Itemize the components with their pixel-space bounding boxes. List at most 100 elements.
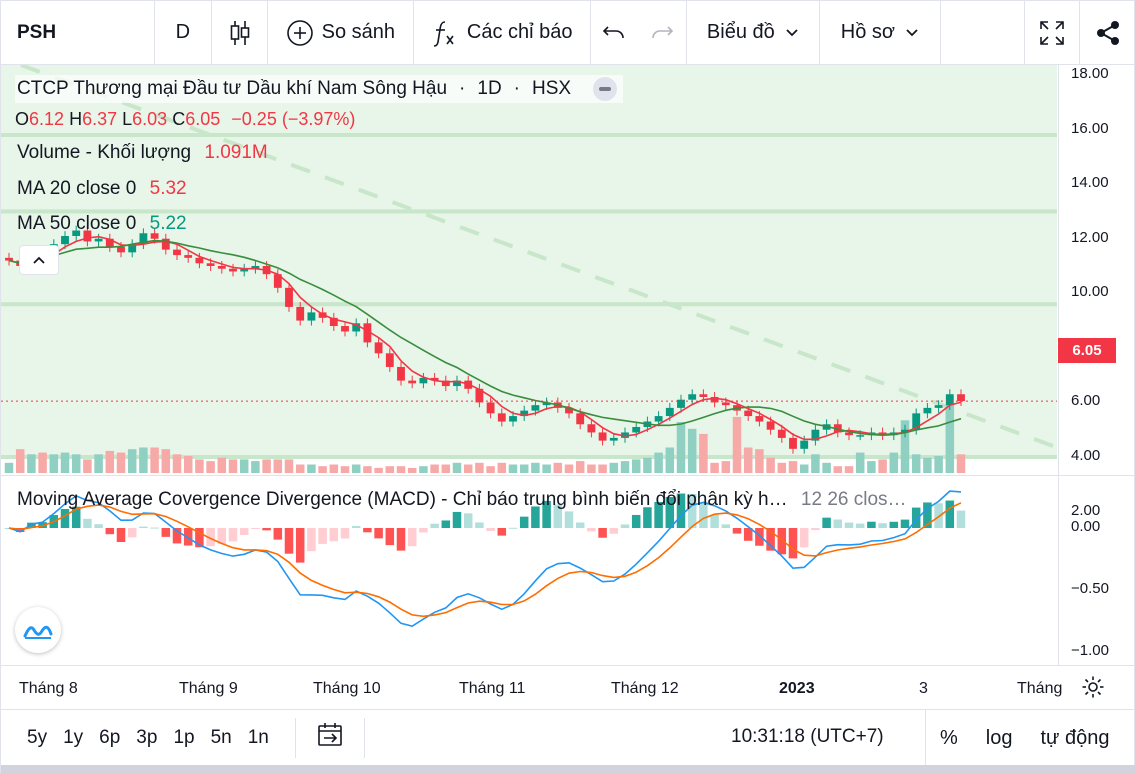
macd-histogram-bar	[587, 528, 596, 532]
candle-body	[542, 402, 551, 406]
volume-bar	[15, 449, 25, 473]
macd-histogram-bar	[755, 528, 764, 546]
chart-plot-area[interactable]	[1, 65, 1057, 665]
goto-date-button[interactable]	[302, 721, 358, 754]
volume-value: 1.091M	[204, 142, 268, 163]
range-6m-button[interactable]: 6p	[99, 726, 121, 748]
volume-bar	[139, 447, 148, 473]
interval-button[interactable]: D	[155, 0, 213, 65]
indicators-button[interactable]: Các chỉ báo	[414, 0, 591, 65]
volume-bar	[822, 462, 831, 473]
volume-bar	[519, 464, 529, 473]
candle-body	[565, 407, 573, 414]
undo-icon[interactable]	[602, 23, 626, 43]
ma20-legend[interactable]: MA 20 close 0 5.32	[17, 178, 187, 200]
candle-body	[217, 266, 226, 269]
ma20-label: MA 20 close 0	[17, 178, 137, 199]
share-button[interactable]	[1080, 1, 1135, 65]
candle-body	[811, 429, 820, 441]
macd-histogram-bar	[564, 511, 574, 528]
volume-bar	[284, 459, 294, 473]
candle-body	[72, 230, 81, 236]
percent-scale-button[interactable]: %	[940, 726, 958, 749]
candle-body	[744, 410, 753, 417]
macd-histogram-bar	[475, 522, 484, 528]
range-5y-button[interactable]: 5y	[27, 726, 48, 748]
range-5d-button[interactable]: 5n	[210, 726, 232, 748]
macd-histogram-bar	[318, 528, 327, 544]
candle-body	[61, 235, 69, 245]
auto-scale-button[interactable]: tự động	[1040, 726, 1110, 749]
candle-body	[385, 353, 394, 367]
volume-bar	[732, 416, 742, 473]
candle-body	[945, 394, 954, 406]
volume-bar	[94, 454, 103, 473]
volume-bar	[609, 462, 619, 473]
candles-style-button[interactable]	[212, 0, 269, 65]
volume-bar	[385, 466, 395, 473]
time-tick: Tháng 12	[611, 680, 679, 697]
redo-icon[interactable]	[650, 23, 674, 43]
macd-histogram-bar	[486, 528, 495, 531]
volume-bar	[295, 464, 305, 473]
fullscreen-button[interactable]	[1024, 0, 1081, 65]
range-1y-button[interactable]: 1y	[63, 726, 84, 748]
range-buttons: 5y 1y 6p 3p 1p 5n 1n	[1, 727, 277, 749]
candle-body	[285, 287, 293, 307]
volume-bar	[855, 452, 865, 473]
macd-params: 12 26 clos…	[800, 489, 907, 510]
pane-divider[interactable]	[1, 475, 1135, 476]
profile-menu-button[interactable]: Hồ sơ	[820, 0, 941, 65]
volume-bar	[766, 457, 775, 473]
macd-legend[interactable]: Moving Average Covergence Divergence (MA…	[17, 489, 907, 511]
volume-bar	[867, 461, 876, 473]
time-axis[interactable]: Tháng 8 Tháng 9 Tháng 10 Tháng 11 Tháng 12 20…	[1, 665, 1135, 709]
function-icon	[433, 20, 454, 47]
volume-bar	[217, 457, 227, 473]
time-tick: 3	[919, 680, 928, 697]
price-tick: 18.00	[1071, 65, 1109, 82]
volume-legend[interactable]: Volume - Khối lượng 1.091M	[17, 142, 268, 164]
clock-timezone-button[interactable]: 10:31:18 (UTC+7)	[731, 726, 884, 747]
macd-histogram-bar	[206, 528, 215, 547]
chart-menu-label: Biểu đồ	[706, 21, 775, 43]
horizontal-level	[1, 455, 1057, 459]
macd-histogram-bar	[553, 504, 563, 528]
macd-histogram-bar	[878, 523, 887, 528]
price-tick: 12.00	[1071, 228, 1109, 246]
ma50-legend[interactable]: MA 50 close 0 5.22	[17, 213, 187, 235]
macd-histogram-bar	[195, 528, 204, 548]
chart-menu-button[interactable]: Biểu đồ	[687, 0, 821, 65]
range-1m-button[interactable]: 1p	[173, 726, 195, 748]
compare-button[interactable]: So sánh	[268, 0, 414, 65]
volume-bar	[508, 464, 518, 473]
macd-histogram-bar	[407, 528, 417, 547]
candle-body	[845, 432, 853, 436]
symbol-search-button[interactable]: PSH	[1, 0, 155, 65]
macd-histogram-bar	[273, 528, 283, 540]
macd-histogram-bar	[396, 528, 406, 551]
candle-body	[665, 407, 674, 417]
symbol-label: PSH	[17, 21, 57, 43]
range-1d-button[interactable]: 1n	[247, 726, 269, 748]
range-3m-button[interactable]: 3p	[136, 726, 158, 748]
tradingview-logo[interactable]	[15, 607, 61, 653]
macd-histogram-bar	[945, 500, 955, 528]
candle-body	[800, 440, 809, 449]
price-scale[interactable]: 18.0016.0014.0012.0010.008.006.004.002.0…	[1058, 65, 1135, 665]
candle-body	[206, 263, 215, 266]
bottom-toolbar: 5y 1y 6p 3p 1p 5n 1n 10:31:18 (UTC+7) % …	[1, 709, 1135, 766]
volume-bar	[631, 459, 641, 473]
collapse-legend-button[interactable]	[19, 245, 59, 275]
macd-histogram-bar	[833, 519, 843, 528]
volume-bar	[407, 467, 417, 473]
market-status-icon[interactable]	[593, 77, 618, 101]
volume-bar	[620, 461, 630, 473]
chart-settings-button[interactable]	[1081, 675, 1105, 704]
macd-histogram-bar	[956, 510, 966, 528]
macd-histogram-bar	[911, 507, 921, 528]
trend-line	[20, 65, 1057, 450]
log-scale-button[interactable]: log	[985, 726, 1013, 749]
ohlc-label: O	[15, 109, 30, 129]
